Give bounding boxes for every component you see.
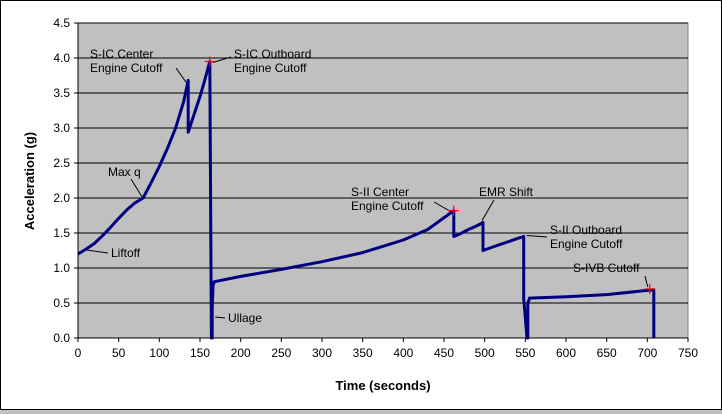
annotation-label: Liftoff — [111, 246, 141, 260]
annotation-label: Engine Cutoff — [234, 61, 307, 75]
x-tick-label: 350 — [353, 346, 373, 360]
y-tick-label: 4.5 — [53, 16, 70, 30]
annotation-label: Engine Cutoff — [90, 61, 163, 75]
annotation-label: S-IVB Cutoff — [573, 261, 640, 275]
x-tick-label: 150 — [190, 346, 210, 360]
annotation-leader — [526, 235, 548, 238]
y-tick-label: 0.5 — [53, 296, 70, 310]
y-tick-label: 3.0 — [53, 121, 70, 135]
y-axis-label: Acceleration (g) — [22, 132, 37, 230]
annotation-leader — [175, 67, 187, 83]
annotation-label: S-IC Center — [90, 47, 153, 61]
annotation-label: Ullage — [228, 311, 262, 325]
y-tick-label: 2.5 — [53, 156, 70, 170]
annotation-label: EMR Shift — [479, 185, 534, 199]
y-axis-ticks: 0.0 0.5 1.0 1.5 2.0 2.5 3.0 3.5 4.0 4.5 — [53, 16, 78, 345]
annotation-leader — [215, 316, 226, 319]
annotation-leader — [644, 275, 649, 288]
x-tick-label: 0 — [75, 346, 82, 360]
x-axis-label: Time (seconds) — [335, 378, 430, 393]
annotation-label: S-II Center — [351, 185, 409, 199]
annotation-leader — [433, 201, 452, 213]
series-layer — [77, 60, 656, 340]
annotation-label: S-II Outboard — [550, 223, 622, 237]
x-tick-label: 650 — [597, 346, 617, 360]
x-tick-label: 750 — [678, 346, 698, 360]
y-tick-label: 1.5 — [53, 226, 70, 240]
annotation-label: S-IC Outboard — [234, 47, 311, 61]
annotation-leaders — [87, 56, 649, 319]
x-tick-label: 300 — [312, 346, 332, 360]
gridlines — [78, 22, 688, 304]
annotation-leader — [212, 56, 232, 63]
annotation-leader — [130, 178, 143, 198]
x-tick-label: 400 — [393, 346, 413, 360]
x-tick-label: 550 — [515, 346, 535, 360]
x-tick-label: 200 — [231, 346, 251, 360]
y-tick-label: 4.0 — [53, 51, 70, 65]
y-tick-label: 3.5 — [53, 86, 70, 100]
y-tick-label: 0.0 — [53, 331, 70, 345]
x-tick-label: 700 — [637, 346, 657, 360]
plot-area — [77, 22, 689, 339]
markers-layer — [204, 56, 655, 294]
x-tick-label: 250 — [271, 346, 291, 360]
x-axis-ticks: 0 50 100 150 200 250 300 350 400 450 500 550 600 650 7… — [75, 338, 698, 360]
x-tick-label: 600 — [556, 346, 576, 360]
x-tick-label: 450 — [434, 346, 454, 360]
annotation-label: Engine Cutoff — [550, 237, 623, 251]
x-tick-label: 100 — [149, 346, 169, 360]
x-tick-label: 500 — [475, 346, 495, 360]
annotation-leader — [87, 249, 109, 254]
series-line — [77, 60, 656, 340]
x-tick-label: 50 — [112, 346, 126, 360]
annotation-leader — [481, 199, 495, 221]
y-tick-label: 2.0 — [53, 191, 70, 205]
y-tick-label: 1.0 — [53, 261, 70, 275]
annotation-label: Max q — [108, 165, 141, 179]
annotation-label: Engine Cutoff — [351, 199, 424, 213]
